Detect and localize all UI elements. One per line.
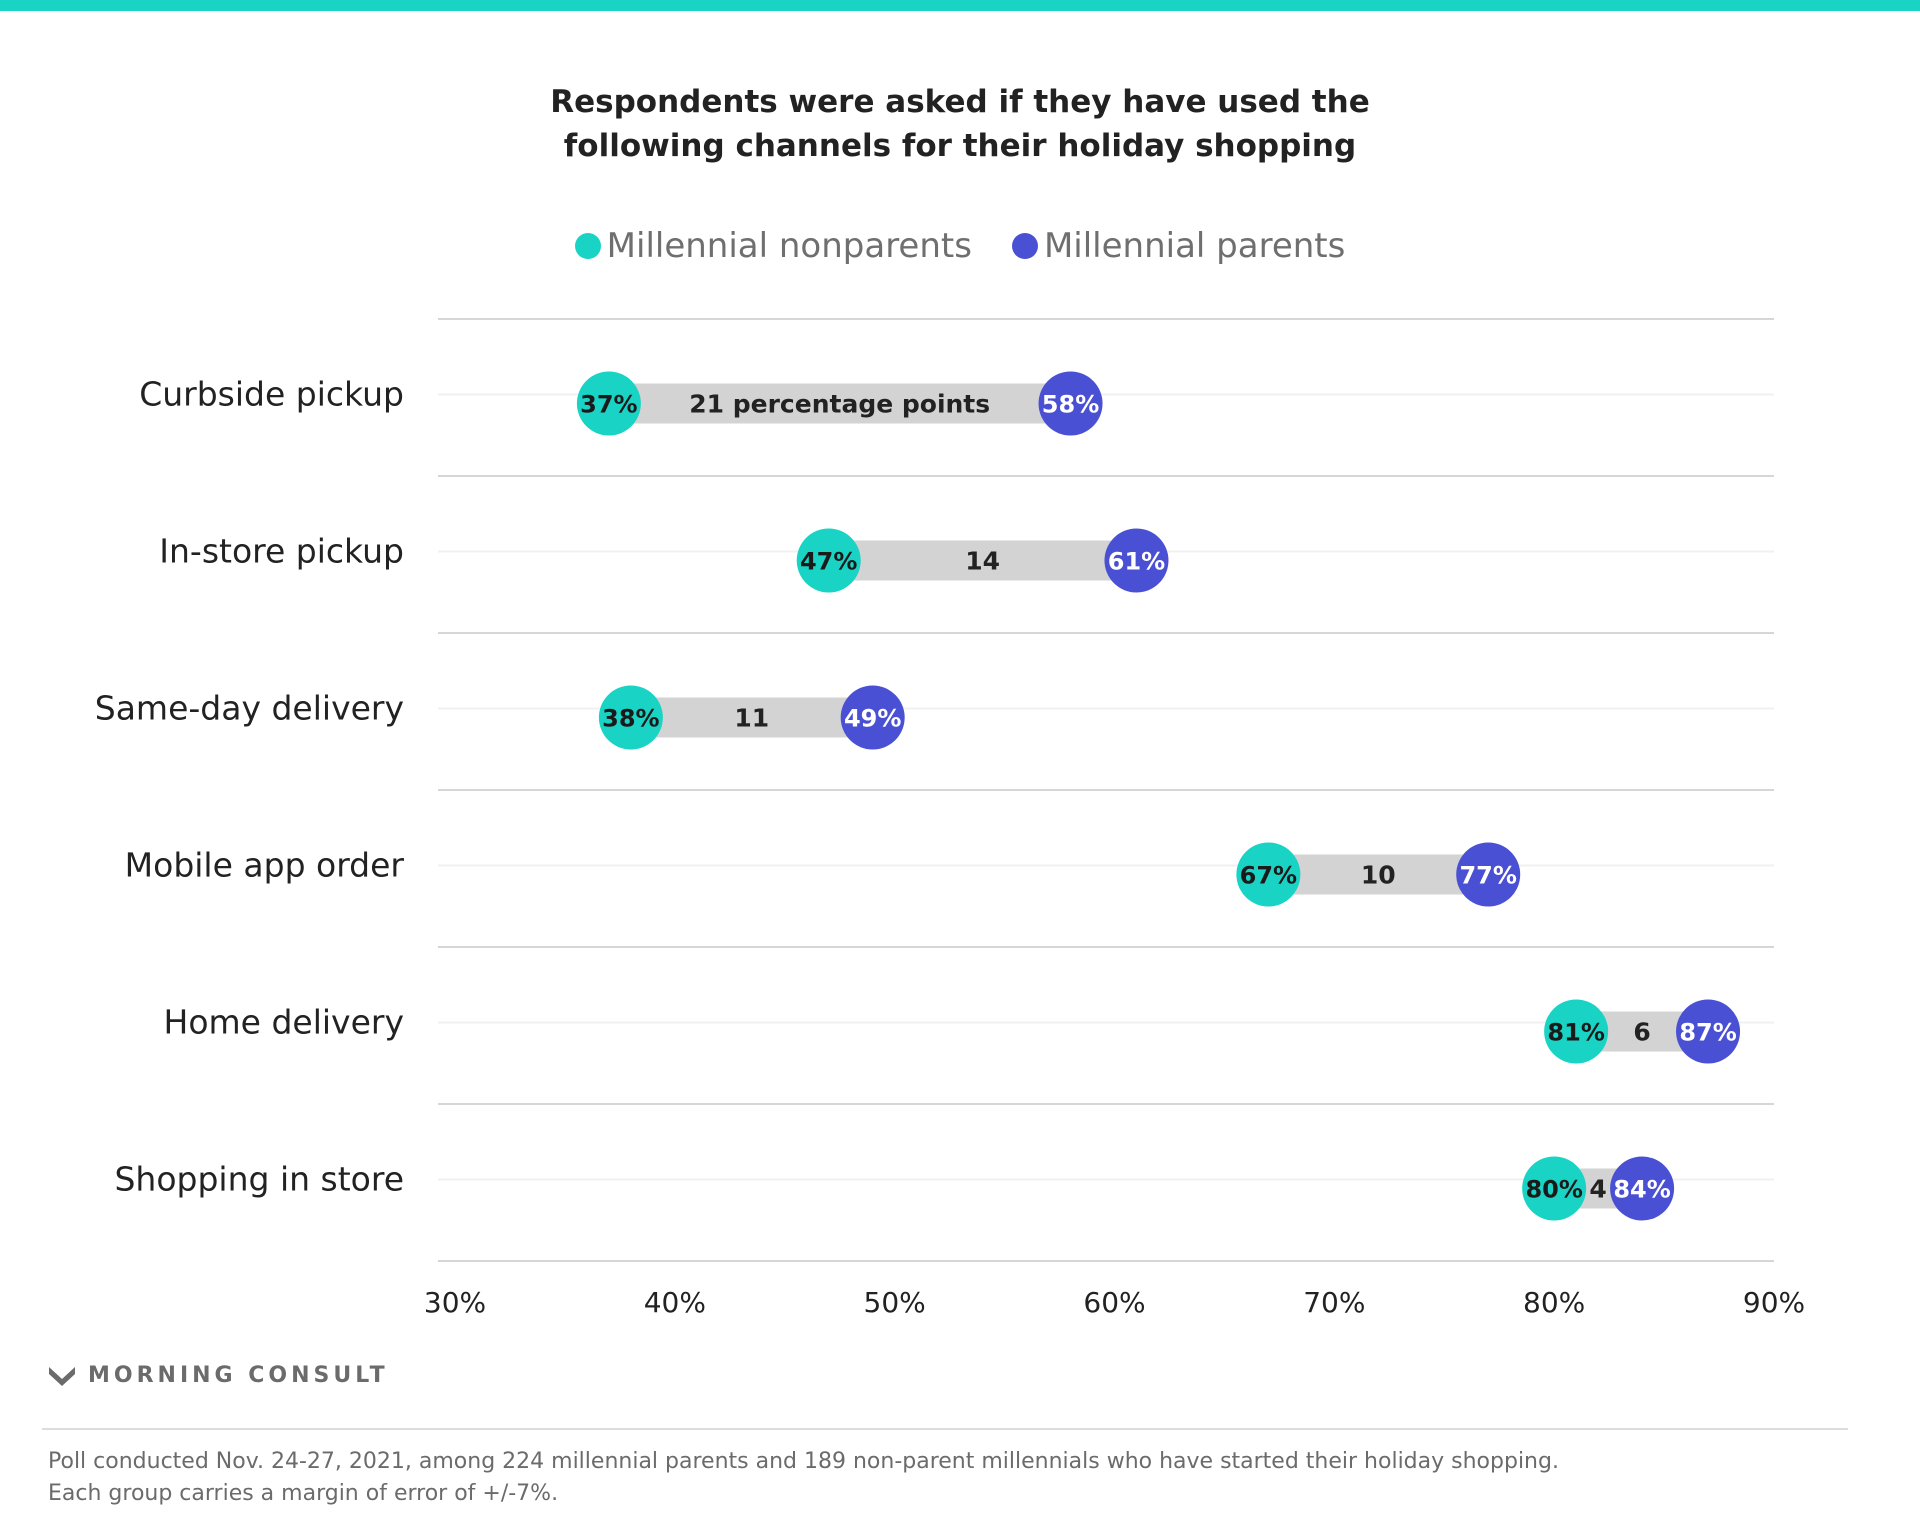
chart-legend: Millennial nonparents Millennial parents <box>0 222 1920 270</box>
gap-label: 4 <box>1589 1175 1606 1204</box>
brand-name: MORNING CONSULT <box>88 1363 389 1388</box>
nonparents-point-label: 81% <box>1547 1019 1604 1047</box>
parents-point <box>1456 842 1521 907</box>
x-tick-label: 70% <box>1303 1286 1365 1319</box>
nonparents-point-label: 38% <box>602 705 659 733</box>
legend-item-parents: Millennial parents <box>1011 226 1346 266</box>
dumbbell-chart: Curbside pickup 21 percentage points 37% 58… <box>95 318 1805 1319</box>
legend-label-nonparents: Millennial nonparents <box>606 226 972 266</box>
footnote-line-1: Poll conducted Nov. 24-27, 2021, among 2… <box>48 1449 1559 1474</box>
nonparents-point-label: 80% <box>1525 1176 1582 1204</box>
x-tick-label: 80% <box>1523 1286 1585 1319</box>
x-tick-label: 90% <box>1743 1286 1805 1319</box>
gap-bar <box>828 540 1137 581</box>
nonparents-point-label: 47% <box>800 548 857 576</box>
category-label: Home delivery <box>164 1003 404 1042</box>
morning-consult-m-logo-icon <box>49 1366 75 1386</box>
x-tick-label: 60% <box>1083 1286 1145 1319</box>
nonparents-point <box>1544 999 1609 1064</box>
chart-title-line-1: Respondents were asked if they have used… <box>550 84 1370 120</box>
nonparents-point <box>1236 842 1301 907</box>
x-tick-label: 50% <box>864 1286 926 1319</box>
nonparents-point-label: 67% <box>1240 862 1297 890</box>
legend-swatch-nonparents <box>574 233 601 259</box>
gap-bar <box>608 383 1071 424</box>
footer-divider <box>42 1428 1848 1430</box>
parents-point-label: 61% <box>1108 548 1165 576</box>
parents-point <box>1038 371 1103 436</box>
parents-point-label: 84% <box>1613 1176 1670 1204</box>
x-tick-label: 40% <box>644 1286 706 1319</box>
nonparents-point <box>576 371 641 436</box>
nonparents-point-label: 37% <box>580 391 637 419</box>
nonparents-point <box>598 685 663 750</box>
gap-bar <box>630 697 873 738</box>
gap-label: 11 <box>734 704 769 733</box>
legend-swatch-parents <box>1011 233 1038 259</box>
gap-bar <box>1268 854 1489 895</box>
category-label: Mobile app order <box>125 846 405 885</box>
parents-point-label: 77% <box>1459 862 1516 890</box>
category-label: Curbside pickup <box>139 375 404 414</box>
parents-point-label: 49% <box>844 705 901 733</box>
legend-label-parents: Millennial parents <box>1043 226 1346 266</box>
brand-logo: MORNING CONSULT <box>48 1363 389 1388</box>
gap-label: 10 <box>1361 861 1396 890</box>
parents-point <box>840 685 905 750</box>
gap-label: 6 <box>1633 1018 1650 1047</box>
x-tick-label: 30% <box>424 1286 486 1319</box>
legend-item-nonparents: Millennial nonparents <box>574 226 972 266</box>
chart-title: Respondents were asked if they have used… <box>0 80 1920 168</box>
parents-point <box>1610 1156 1675 1221</box>
category-label: Same-day delivery <box>95 689 404 728</box>
nonparents-point <box>1522 1156 1587 1221</box>
footnote-line-2: Each group carries a margin of error of … <box>48 1481 559 1506</box>
parents-point <box>1676 999 1741 1064</box>
parents-point-label: 87% <box>1679 1019 1736 1047</box>
parents-point-label: 58% <box>1042 391 1099 419</box>
gap-label: 21 percentage points <box>689 390 990 419</box>
gap-label: 14 <box>965 547 1000 576</box>
top-accent-bar <box>0 0 1920 11</box>
category-label: In-store pickup <box>159 532 404 571</box>
footnote: Poll conducted Nov. 24-27, 2021, among 2… <box>48 1446 1848 1510</box>
nonparents-point <box>796 528 861 593</box>
category-label: Shopping in store <box>114 1160 404 1199</box>
parents-point <box>1104 528 1169 593</box>
chart-title-line-2: following channels for their holiday sho… <box>563 128 1357 164</box>
